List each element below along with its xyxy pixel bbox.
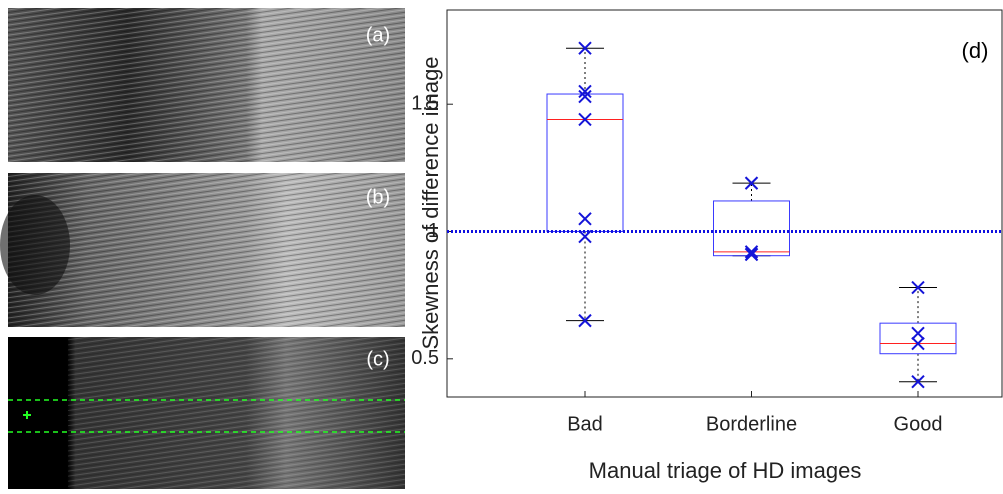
point [578, 41, 592, 55]
y-tick-label: 0.5 [411, 347, 439, 369]
box [879, 322, 957, 355]
point [578, 84, 592, 99]
y-axis-label: Skewness of difference image [418, 56, 443, 349]
point [744, 245, 759, 259]
point [911, 326, 925, 341]
x-tick-label: Borderline [706, 413, 797, 435]
panel-label: (d) [962, 38, 989, 63]
x-tick-label: Bad [567, 413, 603, 435]
point [578, 112, 592, 127]
panel-label: (b) [366, 186, 390, 208]
panel-label: (c) [366, 348, 389, 370]
plot-frame [446, 9, 1003, 398]
y-tick-label: 1 [428, 220, 439, 242]
box [713, 200, 790, 257]
point [744, 247, 759, 262]
point [578, 212, 592, 226]
point [911, 280, 925, 295]
x-axis-label: Manual triage of HD images [589, 458, 862, 483]
image-c: (c) [8, 337, 405, 489]
y-tick-label: 1.5 [411, 92, 439, 114]
box [546, 93, 624, 233]
point [578, 313, 592, 328]
point [744, 176, 759, 190]
point [578, 89, 592, 104]
point [911, 375, 925, 389]
image-a: (a) [8, 8, 405, 162]
panel-label: (a) [366, 24, 390, 46]
point [911, 336, 925, 351]
x-tick-label: Good [894, 413, 943, 435]
image-b: (b) [0, 173, 405, 327]
